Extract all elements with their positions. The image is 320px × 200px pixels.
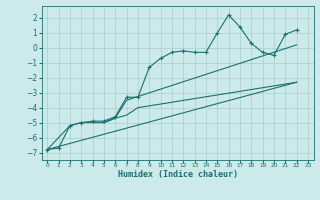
X-axis label: Humidex (Indice chaleur): Humidex (Indice chaleur) <box>118 170 237 179</box>
